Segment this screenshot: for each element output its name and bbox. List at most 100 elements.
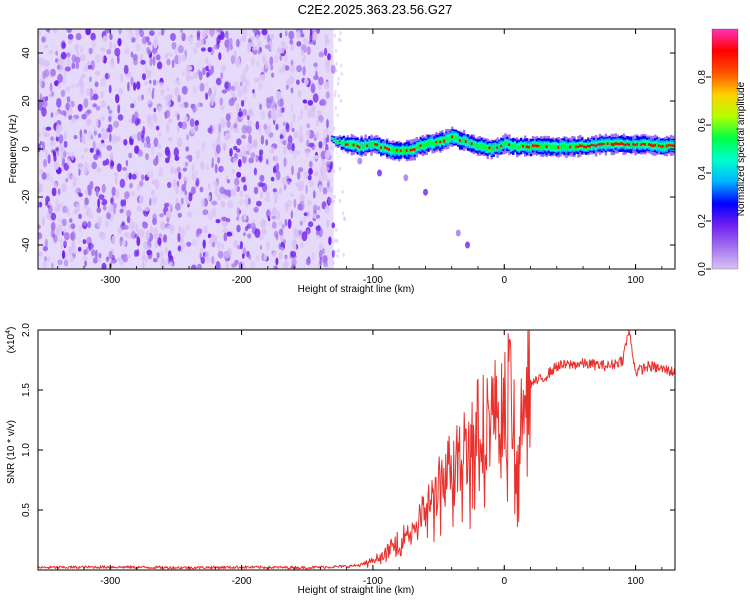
- noise-speckle: [108, 115, 112, 122]
- noise-speckle: [70, 223, 76, 230]
- noise-speckle: [80, 46, 84, 53]
- spectrogram-y-label: Frequency (Hz): [8, 115, 19, 184]
- noise-speckle: [282, 261, 289, 269]
- noise-speckle: [51, 233, 56, 239]
- noise-speckle: [87, 64, 93, 70]
- noise-speckle: [308, 160, 313, 168]
- signal-cell: [646, 142, 649, 147]
- noise-speckle: [109, 152, 114, 160]
- noise-speckle: [326, 134, 330, 143]
- noise-speckle: [181, 71, 186, 77]
- noise-speckle: [177, 45, 184, 54]
- noise-speckle: [106, 256, 110, 261]
- signal-cell: [429, 140, 432, 145]
- noise-speckle: [137, 149, 143, 157]
- noise-speckle: [326, 219, 330, 228]
- noise-speckle: [67, 223, 71, 231]
- signal-cell: [334, 140, 338, 143]
- noise-speckle: [247, 197, 251, 205]
- noise-speckle: [43, 158, 47, 168]
- noise-speckle: [178, 225, 181, 231]
- noise-speckle: [146, 114, 152, 124]
- noise-speckle: [189, 37, 193, 46]
- signal-cell: [594, 144, 598, 147]
- noise-speckle: [237, 159, 242, 168]
- signal-cell: [336, 141, 340, 144]
- noise-speckle: [313, 75, 319, 81]
- noise-speckle: [182, 176, 188, 181]
- noise-speckle: [96, 207, 102, 214]
- noise-speckle: [43, 256, 48, 262]
- noise-speckle: [104, 220, 109, 228]
- noise-speckle: [126, 209, 132, 217]
- noise-speckle: [94, 81, 99, 88]
- signal-cell: [384, 146, 387, 149]
- noise-speckle: [324, 41, 328, 47]
- noise-speckle: [92, 103, 97, 108]
- noise-speckle: [157, 144, 162, 150]
- noise-speckle: [54, 110, 59, 116]
- noise-speckle: [189, 118, 195, 128]
- noise-speckle: [152, 115, 159, 123]
- noise-speckle: [289, 39, 294, 45]
- noise-speckle: [162, 261, 168, 267]
- noise-speckle: [67, 33, 74, 40]
- signal-cell: [600, 143, 604, 146]
- noise-speckle: [60, 202, 64, 208]
- noise-speckle: [149, 30, 155, 36]
- noise-speckle: [215, 29, 219, 34]
- noise-speckle: [153, 107, 156, 113]
- noise-speckle: [277, 221, 284, 226]
- signal-cell: [573, 144, 576, 150]
- noise-speckle: [278, 187, 282, 195]
- noise-speckle: [264, 44, 271, 49]
- noise-speckle: [87, 109, 92, 115]
- noise-speckle: [124, 232, 129, 238]
- signal-cell: [443, 139, 446, 143]
- noise-speckle: [177, 55, 182, 64]
- noise-speckle: [233, 81, 239, 89]
- noise-speckle: [332, 199, 336, 204]
- noise-speckle: [126, 29, 133, 33]
- noise-speckle: [185, 224, 191, 231]
- noise-speckle: [207, 183, 211, 191]
- noise-speckle: [253, 186, 259, 195]
- noise-speckle: [49, 141, 56, 147]
- noise-speckle: [242, 85, 248, 95]
- signal-cell: [512, 143, 515, 150]
- noise-speckle: [50, 112, 54, 118]
- noise-speckle: [55, 136, 60, 142]
- noise-speckle: [38, 168, 44, 175]
- signal-cell: [368, 141, 371, 147]
- snr-background: [38, 330, 675, 570]
- svg-text:(x104): (x104): [5, 327, 17, 354]
- noise-speckle: [38, 30, 41, 37]
- noise-speckle: [144, 206, 150, 212]
- noise-speckle: [333, 93, 337, 98]
- noise-speckle: [79, 54, 86, 62]
- noise-speckle: [98, 194, 105, 200]
- signal-cell: [348, 142, 351, 147]
- noise-speckle: [83, 98, 89, 109]
- snr-x-tick-label: 100: [627, 576, 644, 587]
- signal-cell: [665, 144, 669, 148]
- signal-cell: [382, 144, 385, 150]
- snr-scale-label: (x10: [6, 333, 17, 353]
- noise-speckle: [108, 84, 112, 94]
- signal-cell: [543, 143, 547, 148]
- noise-speckle: [284, 45, 288, 50]
- noise-speckle: [335, 227, 338, 232]
- snr-x-label: Height of straight line (km): [298, 585, 415, 596]
- noise-speckle: [221, 142, 227, 150]
- signal-cell: [413, 148, 416, 151]
- noise-speckle: [97, 221, 100, 228]
- noise-speckle: [50, 68, 56, 77]
- noise-speckle: [292, 113, 296, 123]
- noise-speckle: [64, 232, 70, 241]
- noise-speckle: [157, 237, 162, 246]
- noise-speckle: [290, 120, 293, 131]
- noise-speckle: [236, 138, 242, 146]
- noise-speckle: [252, 29, 258, 34]
- signal-cell: [549, 145, 552, 150]
- signal-cell: [661, 145, 665, 148]
